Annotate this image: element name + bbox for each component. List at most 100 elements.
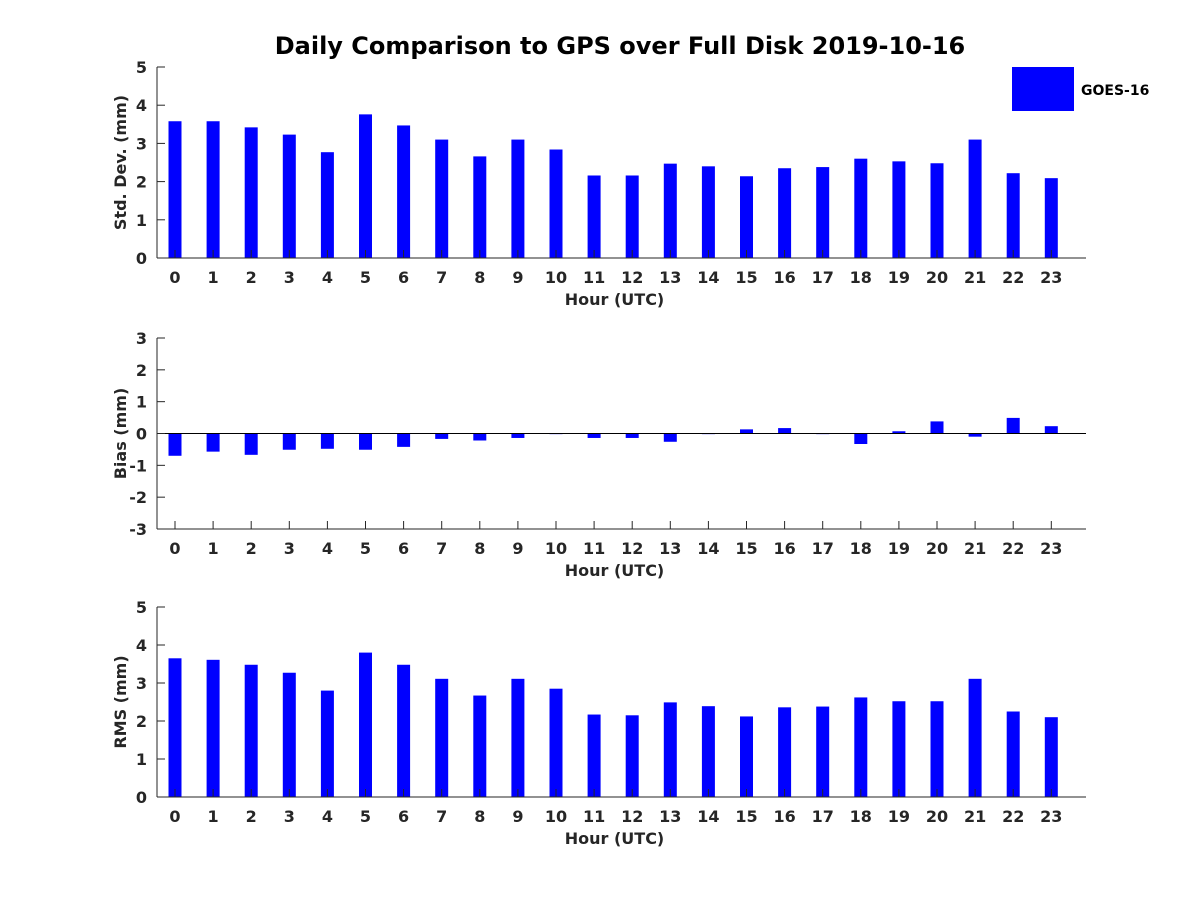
bar-bias-hour-7: [435, 433, 449, 439]
x-tick-label: 16: [773, 268, 795, 287]
x-tick-label: 1: [208, 539, 219, 558]
x-tick-label: 1: [208, 268, 219, 287]
bar-std-hour-16: [778, 168, 792, 258]
bar-std-hour-11: [587, 175, 601, 258]
x-tick-label: 16: [773, 539, 795, 558]
x-tick-label: 14: [697, 807, 719, 826]
x-tick-label: 10: [545, 268, 567, 287]
x-tick-label: 22: [1002, 268, 1024, 287]
x-tick-label: 15: [735, 268, 757, 287]
x-tick-label: 17: [812, 539, 834, 558]
bar-rms-hour-10: [549, 688, 563, 797]
bar-bias-hour-12: [625, 433, 639, 438]
bar-rms-hour-12: [625, 715, 639, 797]
bar-std-hour-20: [930, 163, 944, 258]
x-tick-label: 5: [360, 268, 371, 287]
bar-std-hour-3: [282, 134, 296, 258]
x-tick-label: 23: [1040, 539, 1062, 558]
bar-bias-hour-23: [1044, 426, 1058, 434]
y-tick-label: 4: [136, 636, 147, 655]
bar-std-hour-10: [549, 149, 563, 258]
x-tick-label: 7: [436, 539, 447, 558]
x-tick-label: 9: [512, 268, 523, 287]
bar-bias-hour-0: [168, 433, 182, 456]
bar-bias-hour-2: [244, 433, 258, 455]
x-tick-label: 19: [888, 807, 910, 826]
x-tick-label: 3: [284, 539, 295, 558]
x-tick-label: 21: [964, 539, 986, 558]
x-tick-label: 23: [1040, 268, 1062, 287]
bar-rms-hour-23: [1044, 717, 1058, 797]
bar-bias-hour-19: [892, 431, 906, 434]
bar-bias-hour-9: [511, 433, 525, 438]
bar-bias-hour-4: [320, 433, 334, 449]
x-tick-label: 12: [621, 268, 643, 287]
y-tick-label: -2: [129, 488, 147, 507]
y-axis-label: Bias (mm): [111, 388, 130, 480]
y-tick-label: 2: [136, 712, 147, 731]
x-tick-label: 20: [926, 807, 948, 826]
bar-rms-hour-6: [397, 664, 411, 797]
x-tick-label: 2: [246, 268, 257, 287]
legend-swatch: [1012, 67, 1074, 111]
x-axis-label: Hour (UTC): [565, 290, 665, 309]
y-tick-label: 5: [136, 598, 147, 617]
bar-rms-hour-22: [1006, 711, 1020, 797]
x-tick-label: 17: [812, 268, 834, 287]
bar-bias-hour-13: [663, 433, 677, 442]
x-tick-label: 14: [697, 268, 719, 287]
x-tick-label: 11: [583, 807, 605, 826]
bar-rms-hour-7: [435, 678, 449, 797]
x-axis-label: Hour (UTC): [565, 829, 665, 848]
bar-bias-hour-3: [282, 433, 296, 450]
bar-bias-hour-6: [397, 433, 411, 447]
x-tick-label: 15: [735, 807, 757, 826]
x-tick-label: 20: [926, 539, 948, 558]
y-tick-label: 2: [136, 361, 147, 380]
x-tick-label: 10: [545, 539, 567, 558]
x-tick-label: 20: [926, 268, 948, 287]
bar-rms-hour-13: [663, 702, 677, 797]
x-tick-label: 6: [398, 807, 409, 826]
x-axis-label: Hour (UTC): [565, 561, 665, 580]
x-tick-label: 13: [659, 268, 681, 287]
y-tick-label: 0: [136, 788, 147, 807]
x-tick-label: 4: [322, 807, 333, 826]
x-tick-label: 6: [398, 268, 409, 287]
bar-rms-hour-11: [587, 714, 601, 797]
bar-std-hour-7: [435, 139, 449, 258]
bar-bias-hour-8: [473, 433, 487, 441]
x-tick-label: 4: [322, 539, 333, 558]
y-tick-label: -3: [129, 520, 147, 539]
x-tick-label: 0: [169, 268, 180, 287]
bar-rms-hour-14: [701, 706, 715, 797]
bar-std-hour-22: [1006, 173, 1020, 258]
bar-std-hour-23: [1044, 178, 1058, 258]
bar-rms-hour-2: [244, 664, 258, 797]
x-tick-label: 3: [284, 807, 295, 826]
y-tick-label: 0: [136, 425, 147, 444]
bar-bias-hour-21: [968, 433, 982, 437]
bar-bias-hour-20: [930, 421, 944, 434]
x-tick-label: 16: [773, 807, 795, 826]
x-tick-label: 8: [474, 539, 485, 558]
bar-bias-hour-18: [854, 433, 868, 444]
x-tick-label: 22: [1002, 539, 1024, 558]
bar-rms-hour-1: [206, 659, 220, 797]
bar-rms-hour-5: [359, 652, 372, 797]
bar-rms-hour-9: [511, 678, 525, 797]
x-tick-label: 7: [436, 807, 447, 826]
x-tick-label: 14: [697, 539, 719, 558]
x-tick-label: 21: [964, 268, 986, 287]
y-axis-label: Std. Dev. (mm): [111, 95, 130, 230]
y-axis-label: RMS (mm): [111, 655, 130, 748]
bar-std-hour-4: [320, 152, 334, 258]
x-tick-label: 21: [964, 807, 986, 826]
x-tick-label: 0: [169, 539, 180, 558]
y-tick-label: 1: [136, 750, 147, 769]
y-tick-label: 5: [136, 58, 147, 77]
